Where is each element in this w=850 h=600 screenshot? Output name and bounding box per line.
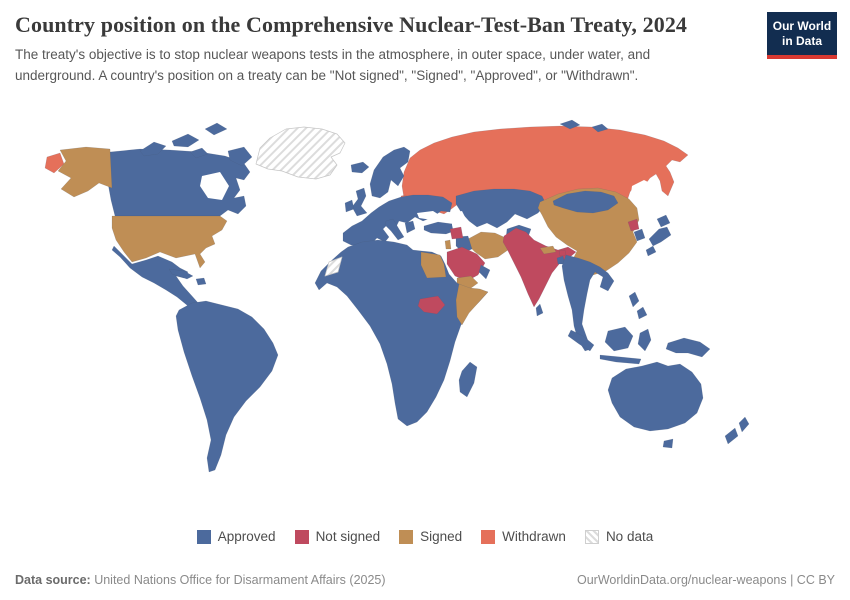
region-greece[interactable]	[404, 220, 416, 234]
region-south-america[interactable]	[175, 300, 279, 473]
region-iceland[interactable]	[350, 161, 370, 174]
hudson-bay	[200, 172, 229, 200]
chart-footer: Data source: United Nations Office for D…	[15, 573, 835, 587]
region-philippines-1[interactable]	[628, 291, 640, 308]
attribution-link[interactable]: OurWorldinData.org/nuclear-weapons | CC …	[577, 573, 835, 587]
region-canada-baffin[interactable]	[227, 146, 253, 167]
legend-swatch-signed	[399, 529, 414, 544]
region-egypt[interactable]	[420, 251, 447, 279]
region-new-guinea[interactable]	[665, 337, 711, 358]
legend-label-withdrawn: Withdrawn	[502, 529, 566, 544]
owid-logo-line1: Our World	[772, 19, 832, 33]
region-sumatra[interactable]	[567, 329, 595, 352]
region-australia[interactable]	[607, 361, 704, 432]
sea-of-okhotsk	[630, 180, 652, 206]
region-north-korea[interactable]	[627, 218, 640, 232]
region-saudi-arabia[interactable]	[446, 246, 486, 282]
region-canada-island-4[interactable]	[189, 147, 209, 159]
chart-titles: Country position on the Comprehensive Nu…	[15, 12, 725, 86]
region-mexico-central-america[interactable]	[111, 245, 205, 315]
legend-swatch-no-data	[584, 529, 599, 544]
region-canada[interactable]	[106, 148, 251, 217]
region-italy[interactable]	[384, 218, 405, 241]
chart-header: Country position on the Comprehensive Nu…	[15, 12, 837, 86]
region-somalia[interactable]	[455, 283, 489, 326]
legend-swatch-not-signed	[294, 529, 309, 544]
region-madagascar[interactable]	[458, 361, 478, 398]
region-nepal[interactable]	[539, 245, 557, 255]
legend-item-signed[interactable]: Signed	[399, 529, 462, 544]
region-canada-island-1[interactable]	[139, 141, 167, 157]
region-india-pakistan[interactable]	[502, 227, 577, 308]
region-cuba[interactable]	[168, 268, 194, 280]
region-java[interactable]	[599, 354, 642, 365]
data-source: Data source: United Nations Office for D…	[15, 573, 386, 587]
world-map-svg	[44, 119, 750, 473]
region-south-korea[interactable]	[633, 228, 646, 242]
region-greenland[interactable]	[255, 126, 346, 180]
region-japan-hokkaido[interactable]	[656, 214, 671, 228]
region-arctic-island-1[interactable]	[559, 119, 581, 130]
region-arctic-island-2[interactable]	[591, 123, 609, 133]
legend-item-approved[interactable]: Approved	[196, 529, 276, 544]
region-russia-chukotka[interactable]	[44, 152, 65, 174]
region-sri-lanka[interactable]	[535, 303, 544, 317]
legend-item-withdrawn[interactable]: Withdrawn	[481, 529, 566, 544]
legend-label-approved: Approved	[217, 529, 276, 544]
legend-label-not-signed: Not signed	[315, 529, 381, 544]
region-usa-alaska[interactable]	[57, 146, 113, 198]
region-uk[interactable]	[351, 187, 368, 217]
legend-swatch-approved	[196, 529, 211, 544]
map-legend: Approved Not signed Signed Withdrawn No …	[0, 529, 850, 544]
region-oman[interactable]	[478, 264, 491, 280]
region-africa[interactable]	[314, 239, 489, 427]
legend-label-signed: Signed	[420, 529, 463, 544]
region-israel[interactable]	[444, 239, 452, 250]
owid-logo-line2: in Data	[781, 34, 822, 48]
region-philippines-2[interactable]	[636, 306, 648, 320]
region-bhutan[interactable]	[558, 249, 567, 257]
chart-title: Country position on the Comprehensive Nu…	[15, 12, 688, 37]
region-new-zealand-north[interactable]	[738, 416, 750, 433]
region-japan-kyushu[interactable]	[645, 245, 657, 257]
legend-label-no-data: No data	[605, 529, 654, 544]
region-new-zealand-south[interactable]	[724, 427, 739, 445]
legend-item-not-signed[interactable]: Not signed	[294, 529, 381, 544]
region-syria[interactable]	[449, 226, 464, 240]
region-china[interactable]	[537, 187, 640, 276]
data-source-label: Data source:	[15, 573, 91, 587]
region-borneo[interactable]	[604, 326, 634, 352]
owid-logo[interactable]: Our World in Data	[767, 12, 837, 59]
legend-swatch-withdrawn	[481, 529, 496, 544]
region-sulawesi[interactable]	[637, 328, 652, 352]
region-kazakhstan-central-asia[interactable]	[455, 188, 547, 229]
region-southeast-asia[interactable]	[561, 254, 615, 352]
region-canada-island-2[interactable]	[171, 133, 200, 148]
region-mongolia[interactable]	[552, 190, 619, 214]
world-choropleth-map	[0, 101, 850, 525]
region-south-sudan[interactable]	[417, 295, 446, 315]
region-canada-island-3[interactable]	[204, 122, 228, 136]
region-tasmania[interactable]	[662, 438, 674, 449]
region-europe-mainland[interactable]	[342, 194, 453, 247]
data-source-text: United Nations Office for Disarmament Af…	[90, 573, 386, 587]
region-ireland[interactable]	[344, 199, 355, 213]
region-usa[interactable]	[111, 215, 228, 269]
region-scandinavia[interactable]	[369, 146, 411, 199]
region-hispaniola[interactable]	[195, 277, 207, 286]
region-western-sahara[interactable]	[324, 256, 343, 277]
chart-subtitle: The treaty's objective is to stop nuclea…	[15, 47, 651, 83]
region-japan-honshu[interactable]	[648, 226, 672, 247]
legend-item-no-data[interactable]: No data	[584, 529, 654, 544]
black-sea	[417, 211, 441, 220]
